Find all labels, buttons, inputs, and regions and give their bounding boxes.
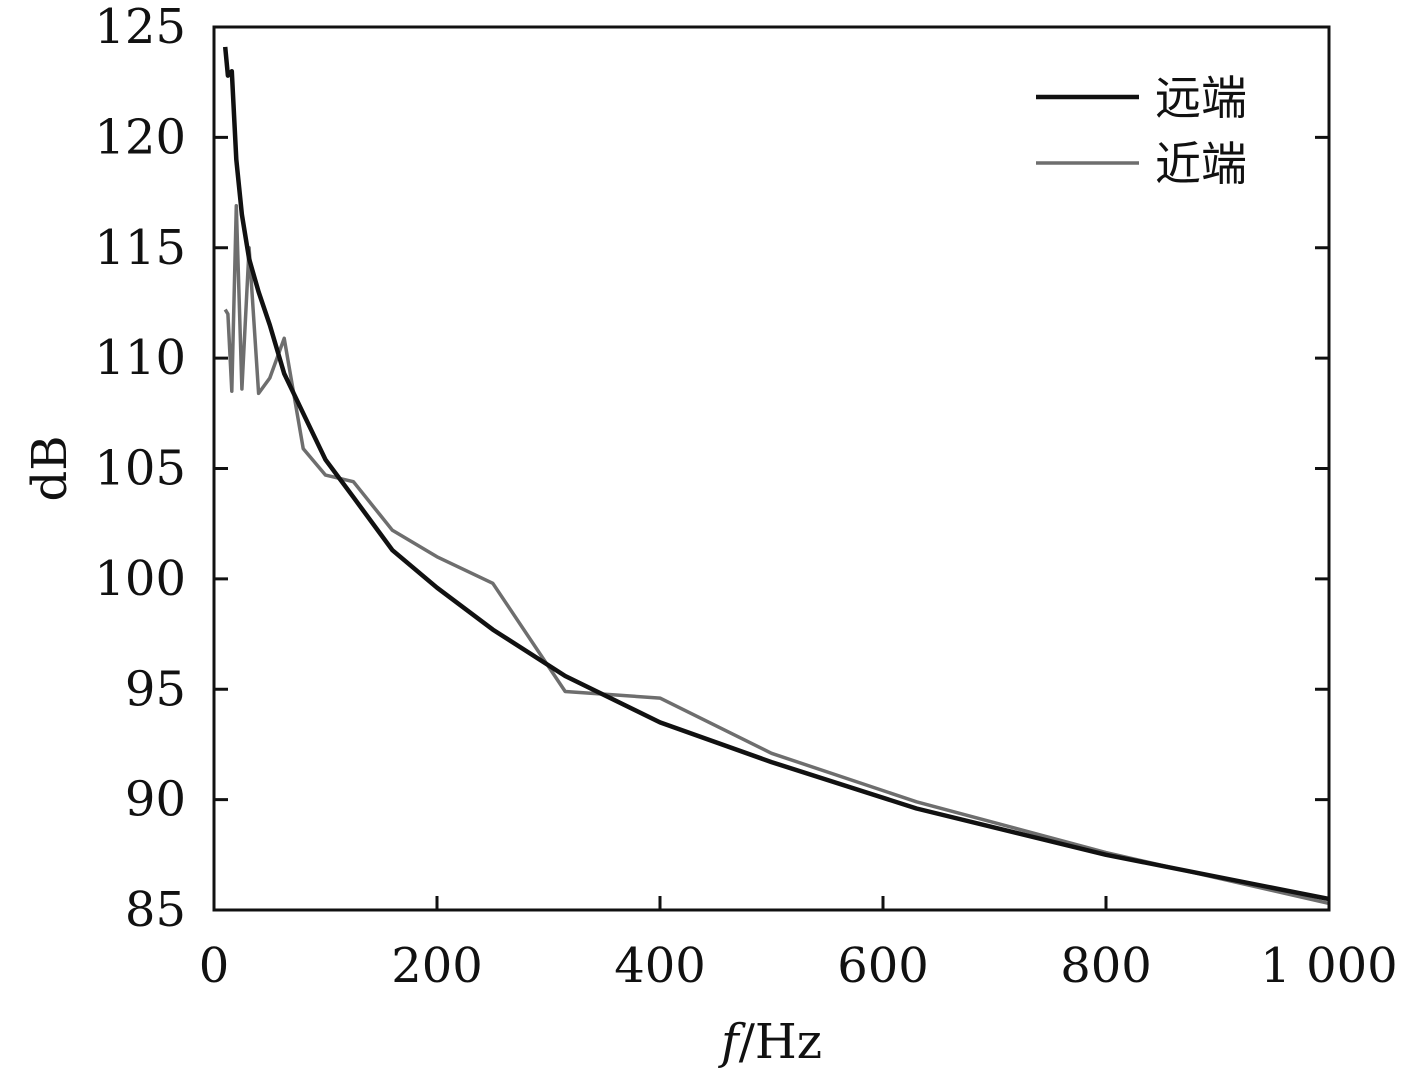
y-tick-label: 125 xyxy=(94,0,186,55)
y-tick-label: 85 xyxy=(125,882,186,938)
x-tick-label: 600 xyxy=(837,938,929,994)
series-line-2 xyxy=(223,204,1330,906)
y-tick-label: 115 xyxy=(94,220,186,276)
x-axis-title: f/Hz xyxy=(718,1014,822,1070)
x-axis-title-unit: /Hz xyxy=(739,1014,822,1070)
y-tick-label: 95 xyxy=(125,661,186,717)
y-tick-label: 100 xyxy=(94,551,186,607)
x-tick-label: 800 xyxy=(1060,938,1152,994)
y-tick-label: 110 xyxy=(94,330,186,386)
y-tick-label: 90 xyxy=(125,772,186,828)
x-tick-label: 400 xyxy=(614,938,706,994)
ticks-layer: 0 200 400 600 800 1 000 85 90 95 100 105 110 115 120 1… xyxy=(94,0,1397,994)
x-tick-label: 0 xyxy=(199,938,230,994)
legend-label: 近端 xyxy=(1155,137,1247,191)
y-tick-label: 120 xyxy=(94,109,186,165)
y-axis-title: dB xyxy=(22,436,78,502)
legend-label: 远端 xyxy=(1155,71,1247,125)
x-tick-label: 200 xyxy=(391,938,483,994)
y-tick-label: 105 xyxy=(94,441,186,497)
x-tick-label: 1 000 xyxy=(1260,938,1397,994)
series-line-1 xyxy=(222,46,1330,902)
series-layer xyxy=(222,46,1330,906)
